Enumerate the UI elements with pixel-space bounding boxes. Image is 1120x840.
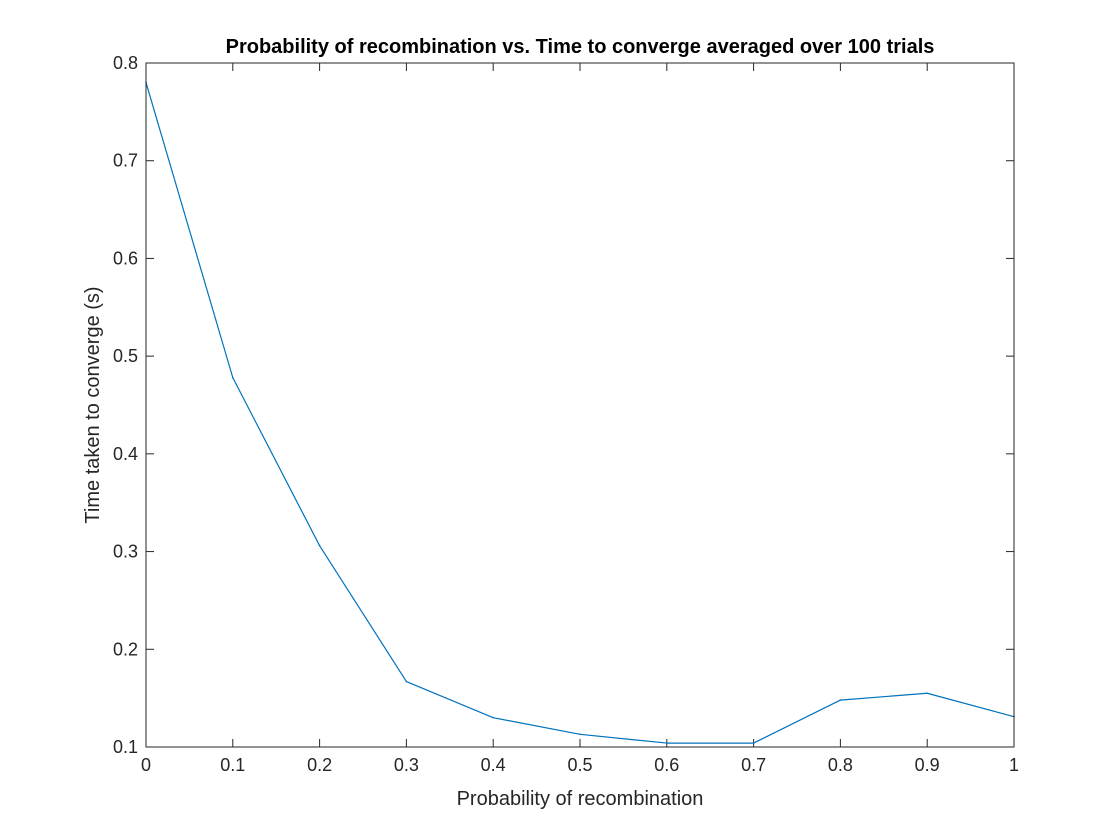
y-tick-label: 0.2: [113, 639, 138, 659]
y-tick-label: 0.4: [113, 444, 138, 464]
series-line: [145, 82, 1015, 744]
x-tick-label: 0.6: [654, 755, 679, 775]
y-tick-label: 0.1: [113, 737, 138, 757]
x-axis-label: Probability of recombination: [457, 788, 704, 810]
x-tick-label: 0.8: [828, 755, 853, 775]
x-tick-label: 0.3: [394, 755, 419, 775]
plot-area-border: [145, 62, 1015, 748]
y-tick-label: 0.5: [113, 346, 138, 366]
y-tick-label: 0.6: [113, 248, 138, 268]
series-layer: [145, 81, 1015, 744]
x-tick-label: 0.5: [567, 755, 592, 775]
y-tick-label: 0.3: [113, 542, 138, 562]
y-axis-label: Time taken to converge (s): [82, 286, 104, 523]
data-point: [232, 376, 234, 379]
data-point: [405, 680, 408, 683]
x-tick-label: 0.4: [481, 755, 506, 775]
data-point: [492, 716, 495, 719]
data-point: [752, 742, 755, 744]
x-tick-label: 0.7: [741, 755, 766, 775]
x-tick-label: 0.1: [220, 755, 245, 775]
x-tick-label: 0.2: [307, 755, 332, 775]
chart-title: Probability of recombination vs. Time to…: [226, 36, 935, 58]
data-point: [579, 733, 581, 736]
ticks-layer: [145, 62, 1015, 748]
y-tick-label: 0.7: [113, 151, 138, 171]
tick-label-layer: 0 0.1 0.2 0.3 0.4 0.5 0.6 0.7 0.8 0.9 10.10.20.30.…: [113, 53, 1019, 775]
y-tick-label: 0.8: [113, 53, 138, 73]
data-point: [839, 699, 842, 701]
x-tick-label: 0: [141, 755, 151, 775]
data-point: [318, 544, 321, 547]
data-point: [666, 742, 668, 744]
data-point: [926, 692, 928, 695]
x-tick-label: 1: [1009, 755, 1019, 775]
x-tick-label: 0.9: [915, 755, 940, 775]
